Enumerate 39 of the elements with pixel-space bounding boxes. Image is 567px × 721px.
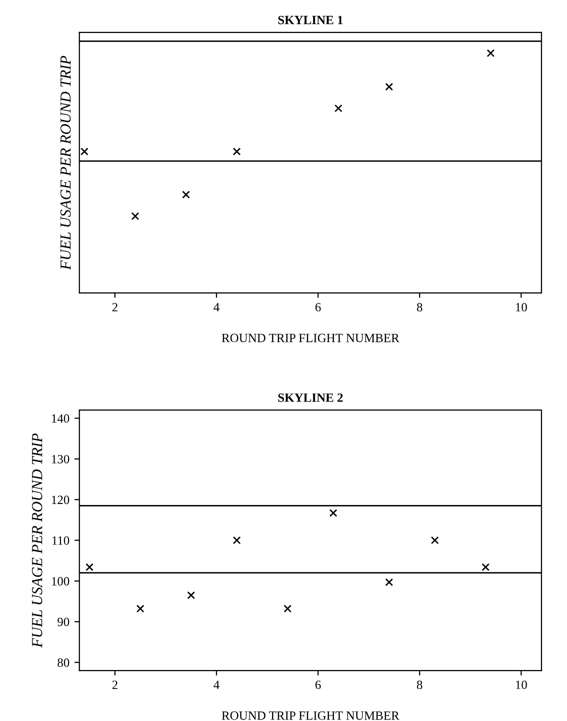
chart-title: SKYLINE 1	[278, 16, 343, 24]
point	[486, 49, 495, 58]
chart-title: SKYLINE 2	[278, 393, 343, 402]
point	[232, 536, 241, 544]
y-axis-title: FUEL USAGE PER ROUND TRIP	[32, 433, 42, 648]
x-tick-label: 2	[112, 303, 118, 312]
point	[80, 148, 88, 156]
point	[182, 190, 190, 199]
point	[232, 148, 241, 156]
x-axis-title: ROUND TRIP FLIGHT NUMBER	[222, 334, 400, 342]
y-tick-label: 80	[58, 658, 70, 667]
x-tick-label: 4	[214, 303, 220, 312]
y-tick-label: 110	[52, 536, 70, 545]
y-tick-label: 90	[58, 618, 70, 626]
y-axis-title: FUEL USAGE PER ROUND TRIP	[60, 56, 71, 270]
point	[329, 509, 338, 517]
y-tick-label: 130	[52, 454, 70, 464]
point	[187, 591, 196, 600]
y-tick-label: 120	[52, 496, 70, 504]
y-tick-label: 140	[52, 414, 70, 423]
point	[86, 563, 94, 572]
point	[482, 563, 490, 572]
x-tick-label: 10	[516, 302, 527, 312]
x-tick-label: 2	[112, 680, 118, 689]
y-tick-label: 100	[52, 577, 70, 586]
x-axis-title: ROUND TRIP FLIGHT NUMBER	[222, 711, 400, 720]
point	[136, 604, 144, 613]
point	[334, 104, 342, 112]
x-tick-label: 8	[416, 302, 422, 312]
x-tick-label: 10	[516, 680, 527, 690]
point	[284, 604, 292, 613]
point	[430, 536, 439, 544]
point	[385, 82, 394, 91]
point	[131, 212, 140, 220]
x-tick-label: 6	[315, 303, 321, 312]
x-tick-label: 6	[315, 680, 321, 690]
x-tick-label: 4	[214, 680, 220, 689]
point	[385, 578, 394, 586]
x-tick-label: 8	[416, 680, 422, 690]
